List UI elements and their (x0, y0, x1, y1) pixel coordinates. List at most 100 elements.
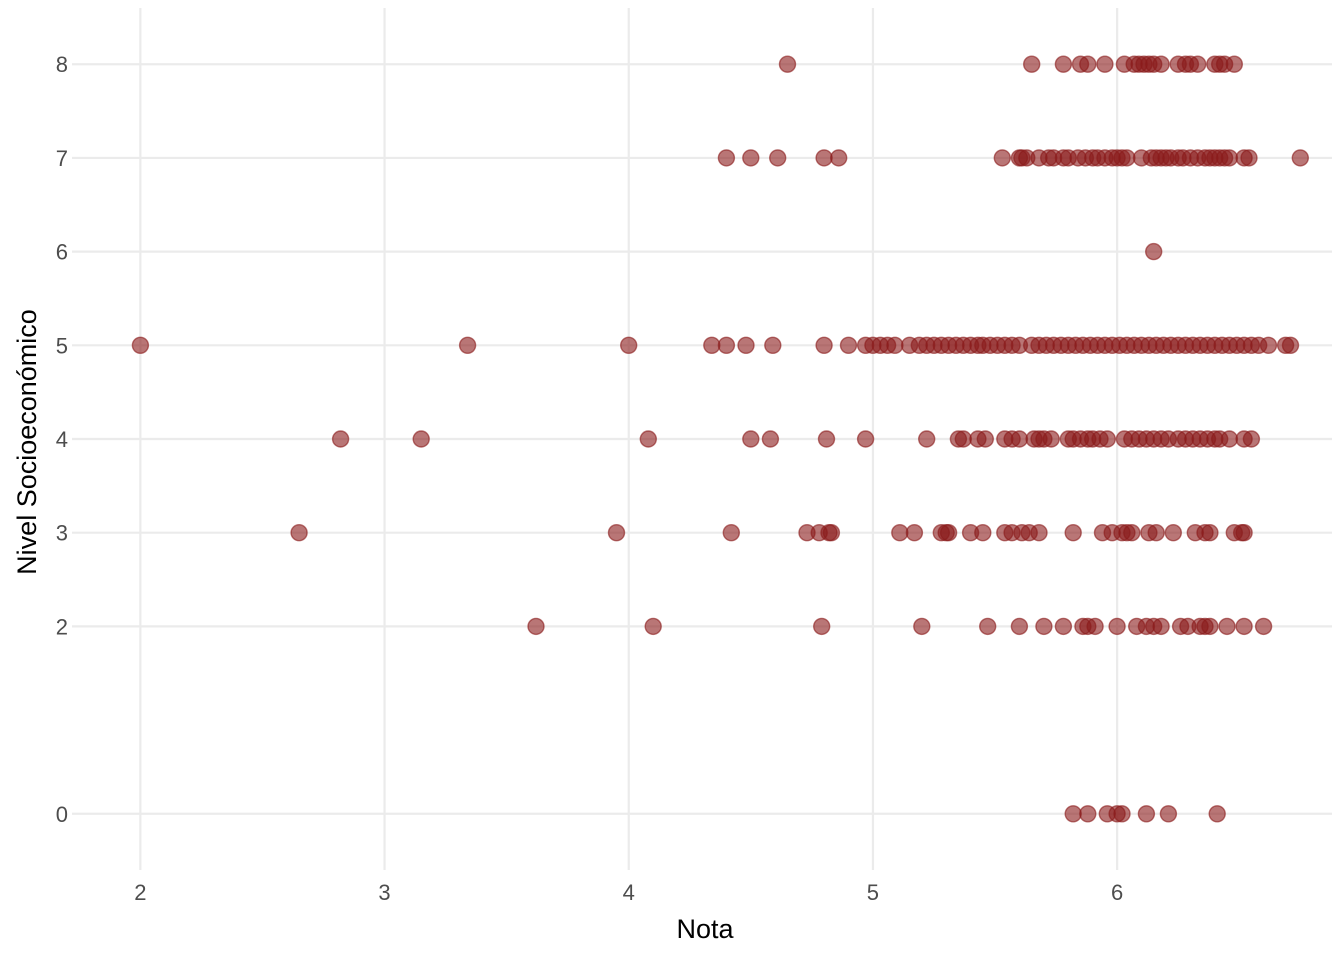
data-point (1108, 617, 1126, 636)
data-point (1220, 430, 1239, 448)
data-point (830, 149, 848, 167)
y-tick-label: 8 (56, 52, 68, 77)
data-point (703, 336, 721, 354)
data-point (1240, 149, 1258, 167)
data-point (1096, 55, 1114, 73)
data-point (1259, 336, 1278, 354)
data-point (644, 617, 662, 636)
data-point (905, 524, 924, 542)
data-point (1010, 617, 1029, 636)
x-axis-ticks: 2 3 4 5 6 (134, 880, 1123, 905)
data-point (1201, 617, 1219, 636)
data-point (717, 336, 736, 354)
data-point (1079, 805, 1097, 823)
data-point (918, 430, 936, 448)
data-point (607, 524, 626, 542)
data-point (1022, 55, 1041, 73)
data-point (737, 336, 755, 354)
data-point (815, 336, 833, 354)
data-point (131, 336, 150, 354)
data-point (1064, 524, 1082, 542)
data-point (1164, 524, 1183, 542)
data-point (639, 430, 657, 448)
y-tick-label: 2 (56, 614, 68, 639)
data-point (761, 430, 780, 448)
data-point (412, 430, 430, 448)
data-point (1291, 149, 1310, 167)
y-tick-label: 4 (56, 427, 68, 452)
x-tick-label: 3 (378, 880, 390, 905)
data-point (891, 524, 909, 542)
data-point (817, 430, 836, 448)
x-tick-label: 6 (1111, 880, 1123, 905)
data-point (839, 336, 858, 354)
data-point (769, 149, 787, 167)
y-tick-label: 3 (56, 521, 68, 546)
x-axis-title: Nota (676, 914, 734, 944)
y-tick-label: 0 (56, 802, 68, 827)
data-point (1035, 617, 1053, 636)
data-point (1042, 430, 1060, 448)
data-point (1159, 805, 1178, 823)
data-point (1254, 617, 1273, 636)
data-point (717, 149, 736, 167)
data-point (979, 617, 997, 636)
data-point (1030, 524, 1048, 542)
data-point (886, 336, 904, 354)
y-tick-label: 6 (56, 240, 68, 265)
data-point (1242, 430, 1261, 448)
data-point (764, 336, 782, 354)
x-tick-label: 4 (623, 880, 635, 905)
data-point (1054, 617, 1073, 636)
data-point (1235, 524, 1253, 542)
data-point (722, 524, 740, 542)
data-point (1098, 430, 1117, 448)
data-point (1118, 149, 1136, 167)
data-point (1147, 524, 1165, 542)
data-point (1113, 805, 1131, 823)
data-point (1054, 55, 1073, 73)
data-point (1079, 55, 1097, 73)
data-point (1225, 55, 1244, 73)
y-tick-label: 7 (56, 146, 68, 171)
data-point (1086, 617, 1104, 636)
data-point (1144, 242, 1163, 261)
data-point (1123, 524, 1141, 542)
data-point (1010, 430, 1029, 448)
data-point (1137, 805, 1156, 823)
data-point (290, 524, 308, 542)
data-point (954, 430, 972, 448)
data-point (742, 149, 760, 167)
points-layer (131, 55, 1310, 823)
data-point (976, 430, 994, 448)
data-point (620, 336, 638, 354)
data-point (974, 524, 992, 542)
y-tick-label: 5 (56, 333, 68, 358)
data-point (1188, 55, 1207, 73)
data-point (1208, 805, 1226, 823)
x-tick-label: 5 (867, 880, 879, 905)
y-axis-title: Nivel Socioeconómico (12, 309, 42, 575)
data-point (331, 430, 350, 448)
data-point (1281, 336, 1300, 354)
data-point (1220, 149, 1239, 167)
data-point (993, 149, 1011, 167)
data-point (742, 430, 760, 448)
data-point (778, 55, 797, 73)
data-point (856, 430, 875, 448)
data-point (1152, 617, 1170, 636)
y-axis-ticks: 0 2 3 4 5 6 7 8 (56, 52, 68, 827)
x-tick-label: 2 (134, 880, 146, 905)
data-point (813, 617, 831, 636)
data-point (1064, 805, 1082, 823)
data-point (822, 524, 841, 542)
data-point (939, 524, 958, 542)
data-point (458, 336, 477, 354)
data-point (815, 149, 833, 167)
data-point (1218, 617, 1236, 636)
data-point (527, 617, 545, 636)
data-point (913, 617, 931, 636)
data-point (1201, 524, 1219, 542)
